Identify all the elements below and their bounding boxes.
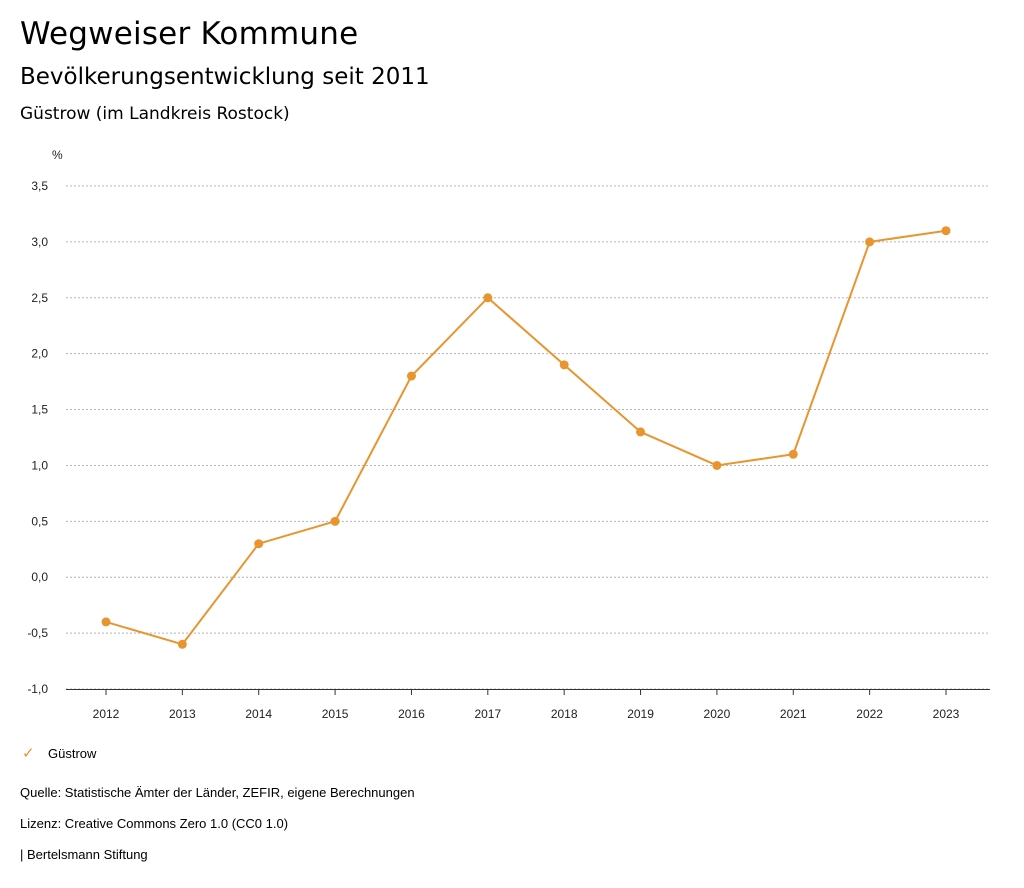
x-tick-label: 2020 [704, 707, 731, 721]
data-point-2014 [254, 539, 264, 549]
x-tick-label: 2018 [551, 707, 578, 721]
y-tick-label: 0,5 [31, 514, 48, 528]
license-note: Lizenz: Creative Commons Zero 1.0 (CC0 1… [20, 816, 289, 831]
x-tick-label: 2021 [780, 707, 807, 721]
check-icon: ✓ [22, 745, 35, 762]
line-chart: % -1,0 -0,5 0,0 0,5 1,0 1,5 2,0 2,5 3,0 3,5 2012 201… [27, 148, 990, 721]
y-tick-label: 3,0 [31, 235, 48, 249]
data-point-2023 [941, 226, 951, 236]
x-tick-label: 2016 [398, 707, 425, 721]
y-tick-label: 1,0 [31, 458, 48, 472]
y-tick-label: 2,0 [31, 347, 48, 361]
x-tick-label: 2017 [474, 707, 501, 721]
x-tick-label: 2022 [856, 707, 883, 721]
data-point-2018 [559, 360, 569, 370]
legend-item-guestrow[interactable]: ✓ Güstrow [20, 744, 96, 762]
data-point-2017 [483, 293, 493, 303]
legend-label: Güstrow [48, 745, 97, 761]
data-point-2012 [101, 617, 111, 627]
y-tick-label: -1,0 [27, 682, 48, 696]
x-tick-label: 2014 [245, 707, 272, 721]
data-point-2021 [788, 449, 798, 459]
y-axis-unit: % [52, 148, 63, 162]
data-point-2016 [406, 371, 416, 381]
y-tick-label: 0,0 [31, 570, 48, 584]
y-tick-label: 1,5 [31, 403, 48, 417]
data-point-2015 [330, 516, 340, 526]
x-tick-label: 2012 [93, 707, 120, 721]
data-point-2019 [636, 427, 646, 437]
x-tick-label: 2013 [169, 707, 196, 721]
source-note: Quelle: Statistische Ämter der Länder, Z… [20, 785, 415, 800]
data-point-2022 [865, 237, 875, 247]
publisher-note: | Bertelsmann Stiftung [20, 847, 148, 862]
y-tick-label: 2,5 [31, 291, 48, 305]
data-point-2020 [712, 460, 722, 470]
series-line-güstrow [105, 229, 947, 646]
x-tick-label: 2019 [627, 707, 654, 721]
y-tick-label: -0,5 [27, 626, 48, 640]
chart-subtitle: Bevölkerungsentwicklung seit 2011 [20, 64, 430, 90]
y-tick-label: 3,5 [31, 179, 48, 193]
region-label: Güstrow (im Landkreis Rostock) [20, 104, 290, 124]
data-point-2013 [177, 639, 187, 649]
x-tick-label: 2015 [322, 707, 349, 721]
x-tick-label: 2023 [933, 707, 960, 721]
chart-title: Wegweiser Kommune [20, 16, 359, 52]
